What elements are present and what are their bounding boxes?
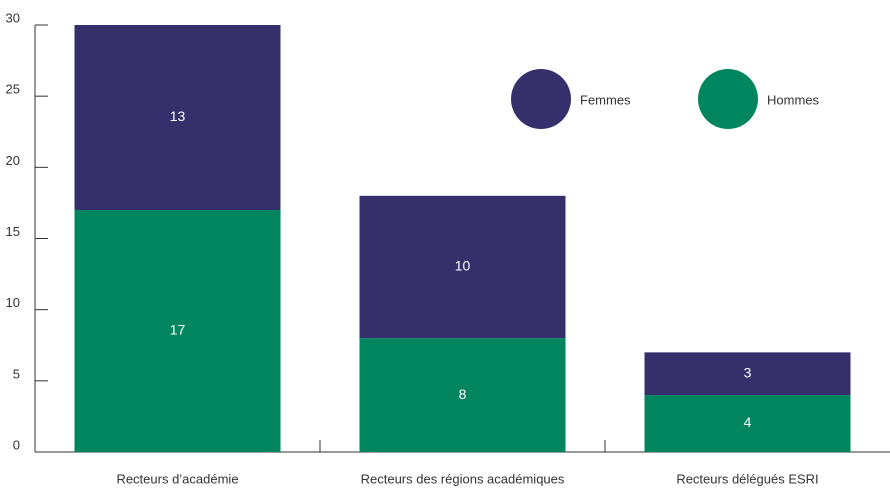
y-tick-label: 30 [6,10,20,25]
bar-segment [359,338,566,452]
value-label: 17 [170,322,186,338]
y-tick-label: 0 [13,437,20,452]
y-tick-label: 10 [6,295,20,310]
bar-segment [644,352,851,396]
value-label: 8 [459,386,467,402]
legend-swatch [511,69,571,129]
y-tick-label: 20 [6,153,20,168]
y-tick-label: 25 [6,82,20,97]
legend-label: Hommes [767,92,820,107]
legend-label: Femmes [580,92,631,107]
value-label: 13 [170,108,186,124]
bar-segment [74,25,281,211]
x-tick-label: Recteurs d’académie [116,471,238,486]
bar-segment [359,195,566,339]
y-tick-label: 15 [6,224,20,239]
bar-segment [74,210,281,452]
legend-swatch [698,69,758,129]
value-label: 3 [744,364,752,380]
x-tick-label: Recteurs délégués ESRI [676,471,818,486]
x-tick-label: Recteurs des régions académiques [361,471,565,486]
bar-segment [644,395,851,452]
value-label: 10 [455,258,471,274]
y-tick-label: 5 [13,366,20,381]
value-label: 4 [744,414,752,430]
